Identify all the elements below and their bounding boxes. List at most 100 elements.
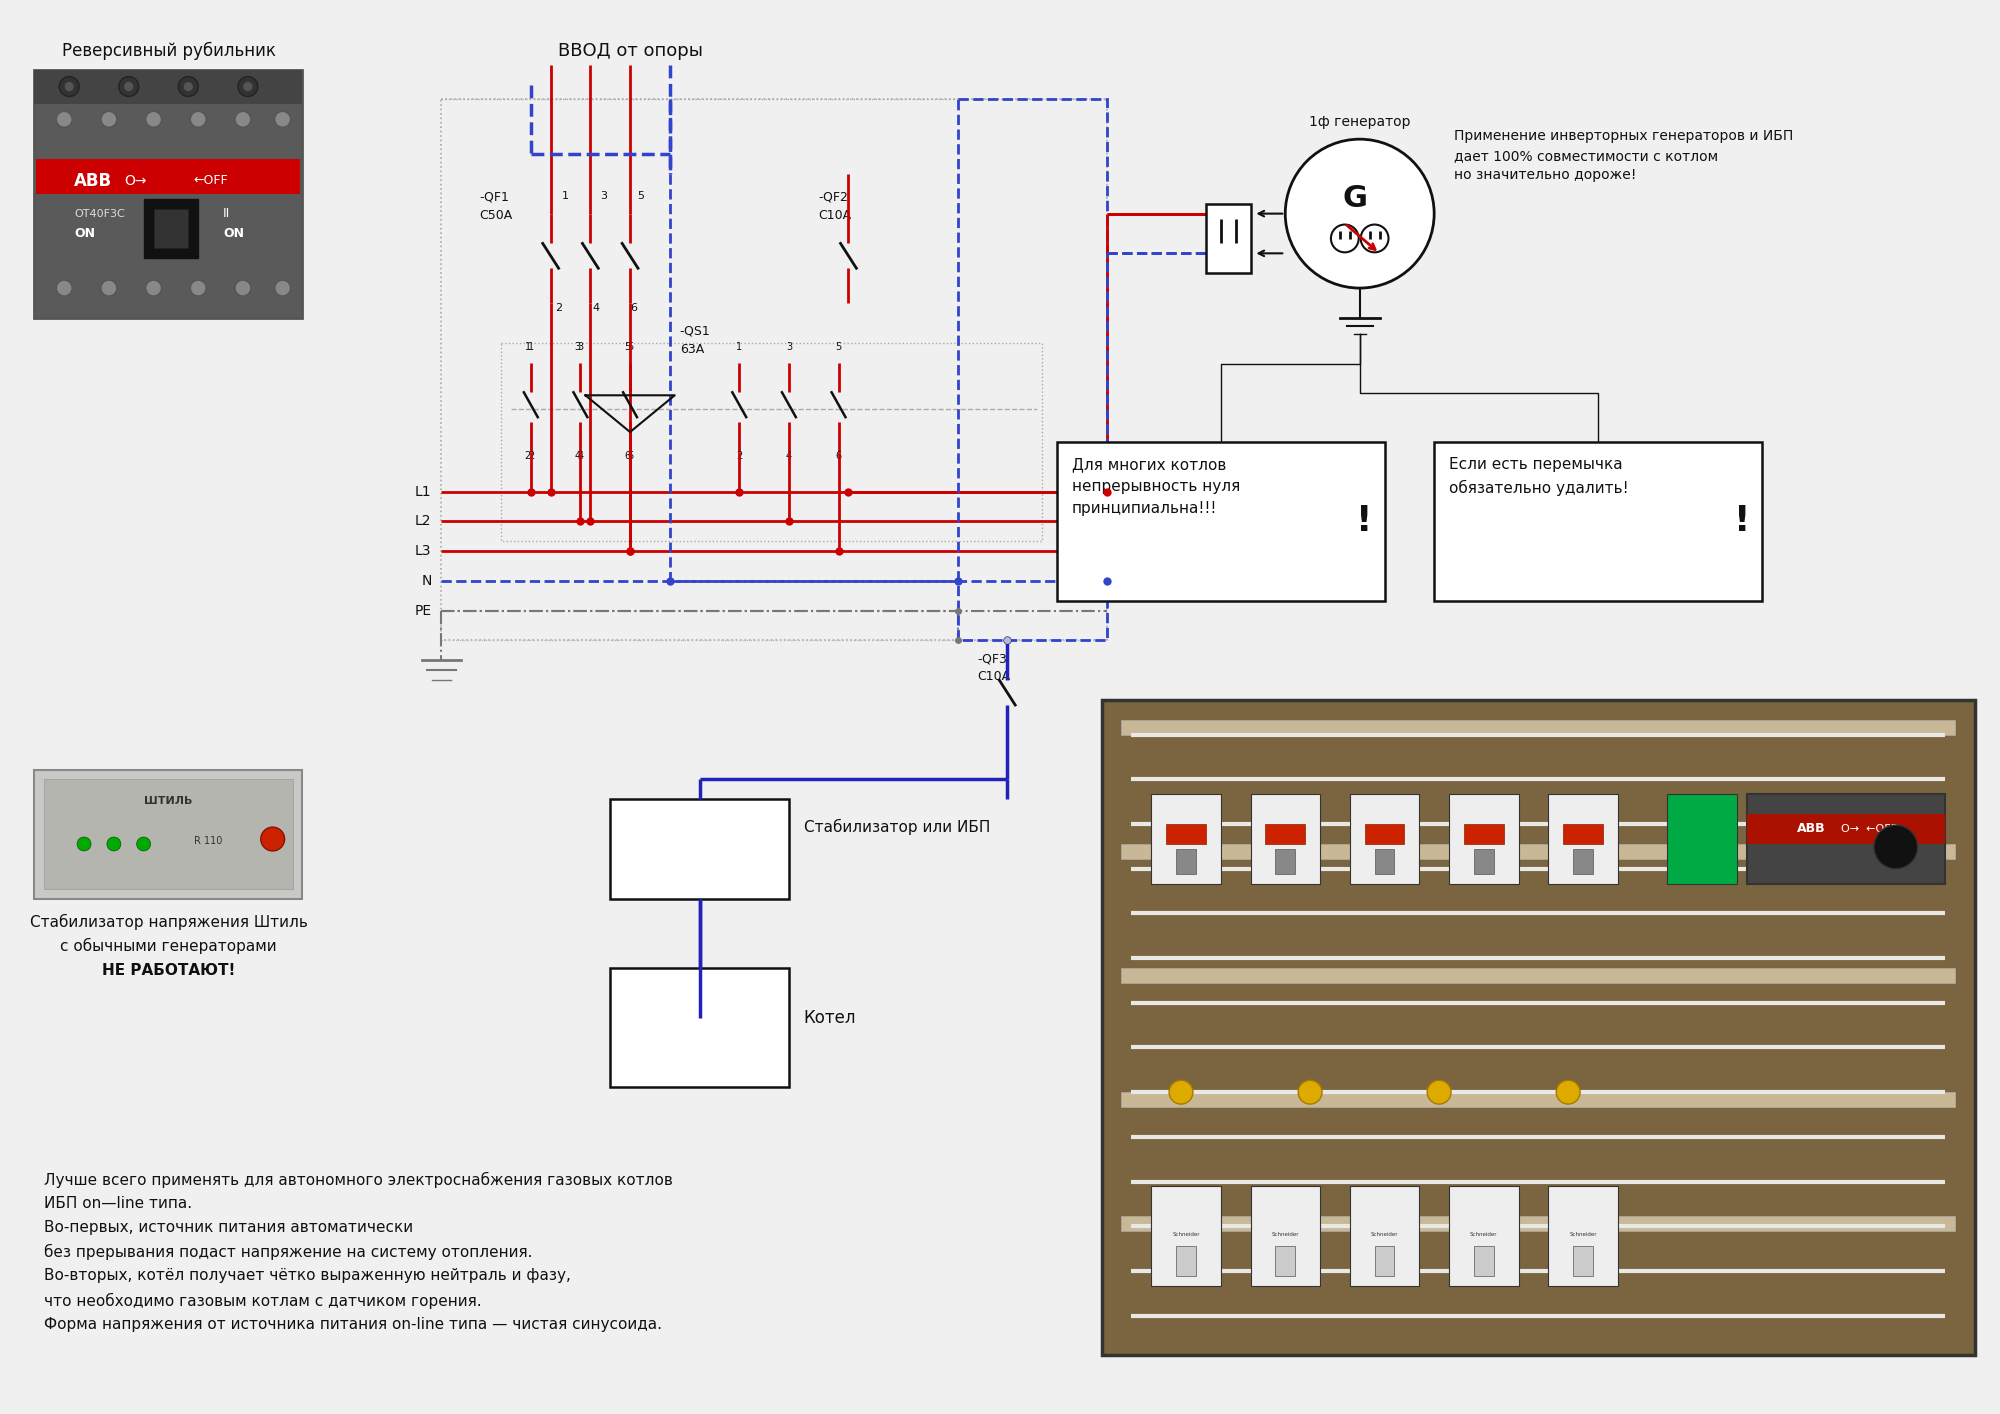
Text: Лучше всего применять для автономного электроснабжения газовых котлов
ИБП on—lin: Лучше всего применять для автономного эл… (44, 1172, 674, 1332)
Text: 5: 5 (624, 342, 630, 352)
Text: C10A: C10A (818, 209, 852, 222)
Bar (34, 69, 302, 105)
Bar (502, 342, 1042, 542)
Text: ABB: ABB (1796, 822, 1826, 836)
Text: НЕ РАБОТАЮТ!: НЕ РАБОТАЮТ! (102, 963, 236, 978)
Circle shape (1556, 1080, 1580, 1104)
Text: Реверсивный рубильник: Реверсивный рубильник (62, 41, 276, 59)
Text: ВВОД от опоры: ВВОД от опоры (558, 42, 702, 59)
Text: 2: 2 (556, 303, 562, 312)
Text: G: G (1342, 184, 1368, 214)
Bar (1266, 824, 1306, 844)
Bar (1464, 824, 1504, 844)
Bar (1474, 848, 1494, 874)
Text: 3: 3 (786, 342, 792, 352)
Bar (36, 158, 300, 194)
Text: OT40F3C: OT40F3C (74, 209, 124, 219)
Bar (958, 99, 1106, 641)
Text: R 110: R 110 (194, 836, 222, 846)
Bar (1122, 969, 1956, 983)
Text: L2: L2 (416, 515, 432, 529)
Bar (1122, 720, 1956, 735)
Text: 6: 6 (630, 303, 638, 312)
Circle shape (274, 112, 290, 127)
Text: -QF1: -QF1 (480, 191, 510, 204)
Text: -QF2: -QF2 (818, 191, 848, 204)
Text: Schneider: Schneider (1172, 1232, 1200, 1237)
Text: 6: 6 (624, 451, 630, 461)
Text: !: ! (1734, 505, 1750, 539)
Circle shape (124, 82, 134, 92)
Text: Schneider: Schneider (1470, 1232, 1498, 1237)
Circle shape (190, 112, 206, 127)
Text: Стабилизатор напряжения Штиль: Стабилизатор напряжения Штиль (30, 913, 308, 929)
Bar (1176, 1246, 1196, 1275)
Bar (1276, 848, 1296, 874)
Circle shape (234, 280, 250, 296)
Circle shape (242, 82, 252, 92)
Circle shape (136, 837, 150, 851)
Bar (1374, 1246, 1394, 1275)
Circle shape (118, 76, 138, 96)
Text: ШТИЛЬ: ШТИЛЬ (144, 796, 192, 806)
Text: 2: 2 (528, 451, 534, 461)
Text: O→  ←OFF: O→ ←OFF (1842, 824, 1898, 834)
Circle shape (274, 280, 290, 296)
Bar (1350, 795, 1420, 884)
Bar (34, 69, 302, 318)
Text: Schneider: Schneider (1570, 1232, 1596, 1237)
Circle shape (1170, 1080, 1192, 1104)
Bar (610, 799, 788, 898)
Circle shape (78, 837, 92, 851)
Circle shape (146, 112, 162, 127)
Circle shape (234, 112, 250, 127)
Text: ON: ON (74, 228, 96, 240)
Text: 6: 6 (628, 451, 634, 461)
Circle shape (64, 82, 74, 92)
Circle shape (106, 837, 120, 851)
Bar (154, 209, 188, 249)
Text: Schneider: Schneider (1272, 1232, 1300, 1237)
Text: !: ! (1356, 505, 1372, 539)
Bar (1122, 844, 1956, 858)
Circle shape (56, 280, 72, 296)
Bar (1746, 814, 1946, 844)
Text: C50A: C50A (480, 209, 512, 222)
Text: 3: 3 (600, 191, 606, 201)
Text: 3: 3 (574, 342, 580, 352)
Text: с обычными генераторами: с обычными генераторами (60, 939, 276, 954)
Bar (1152, 1186, 1220, 1285)
Text: 2: 2 (736, 451, 742, 461)
Text: N: N (422, 574, 432, 588)
Bar (610, 969, 788, 1087)
Bar (1474, 1246, 1494, 1275)
Bar (1250, 795, 1320, 884)
Bar (1574, 848, 1592, 874)
Bar (1176, 848, 1196, 874)
Circle shape (100, 280, 116, 296)
Circle shape (1874, 826, 1918, 868)
Circle shape (60, 76, 80, 96)
Text: 5: 5 (628, 342, 634, 352)
Text: 2: 2 (524, 451, 530, 461)
Text: 1ф генератор: 1ф генератор (1308, 116, 1410, 129)
Text: 4: 4 (592, 303, 600, 312)
Text: ABB: ABB (74, 173, 112, 189)
Circle shape (146, 280, 162, 296)
Text: -QS1: -QS1 (680, 325, 710, 338)
Bar (1152, 795, 1220, 884)
Circle shape (190, 280, 206, 296)
Bar (1746, 795, 1946, 884)
Text: 1: 1 (524, 342, 530, 352)
Text: ←OFF: ←OFF (194, 174, 228, 188)
Bar (1166, 824, 1206, 844)
Text: L3: L3 (416, 544, 432, 559)
Bar (1434, 443, 1762, 601)
Text: 4: 4 (578, 451, 584, 461)
Text: II: II (224, 206, 230, 221)
Text: L1: L1 (414, 485, 432, 499)
Bar (34, 769, 302, 898)
Bar (1548, 795, 1618, 884)
Circle shape (260, 827, 284, 851)
Circle shape (238, 76, 258, 96)
